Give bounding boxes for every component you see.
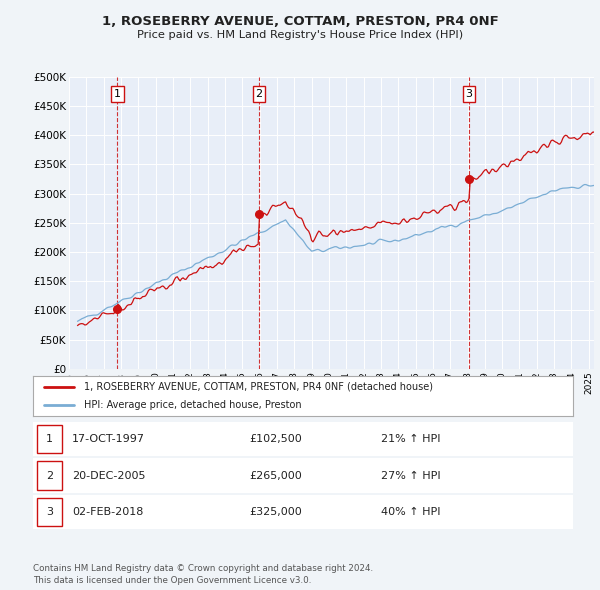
Text: 3: 3 (466, 89, 473, 99)
Text: 1, ROSEBERRY AVENUE, COTTAM, PRESTON, PR4 0NF: 1, ROSEBERRY AVENUE, COTTAM, PRESTON, PR… (101, 15, 499, 28)
Text: 1: 1 (46, 434, 53, 444)
Text: Price paid vs. HM Land Registry's House Price Index (HPI): Price paid vs. HM Land Registry's House … (137, 30, 463, 40)
Text: 2: 2 (256, 89, 263, 99)
Text: 40% ↑ HPI: 40% ↑ HPI (381, 507, 440, 517)
Text: 20-DEC-2005: 20-DEC-2005 (72, 471, 146, 480)
Text: 1, ROSEBERRY AVENUE, COTTAM, PRESTON, PR4 0NF (detached house): 1, ROSEBERRY AVENUE, COTTAM, PRESTON, PR… (84, 382, 433, 392)
Text: 2: 2 (46, 471, 53, 480)
Text: 21% ↑ HPI: 21% ↑ HPI (381, 434, 440, 444)
Text: 1: 1 (114, 89, 121, 99)
Text: 02-FEB-2018: 02-FEB-2018 (72, 507, 143, 517)
Text: £325,000: £325,000 (249, 507, 302, 517)
Text: £102,500: £102,500 (249, 434, 302, 444)
Text: Contains HM Land Registry data © Crown copyright and database right 2024.
This d: Contains HM Land Registry data © Crown c… (33, 565, 373, 585)
Text: 27% ↑ HPI: 27% ↑ HPI (381, 471, 440, 480)
Text: 3: 3 (46, 507, 53, 517)
Text: HPI: Average price, detached house, Preston: HPI: Average price, detached house, Pres… (84, 400, 302, 410)
Text: £265,000: £265,000 (249, 471, 302, 480)
Text: 17-OCT-1997: 17-OCT-1997 (72, 434, 145, 444)
